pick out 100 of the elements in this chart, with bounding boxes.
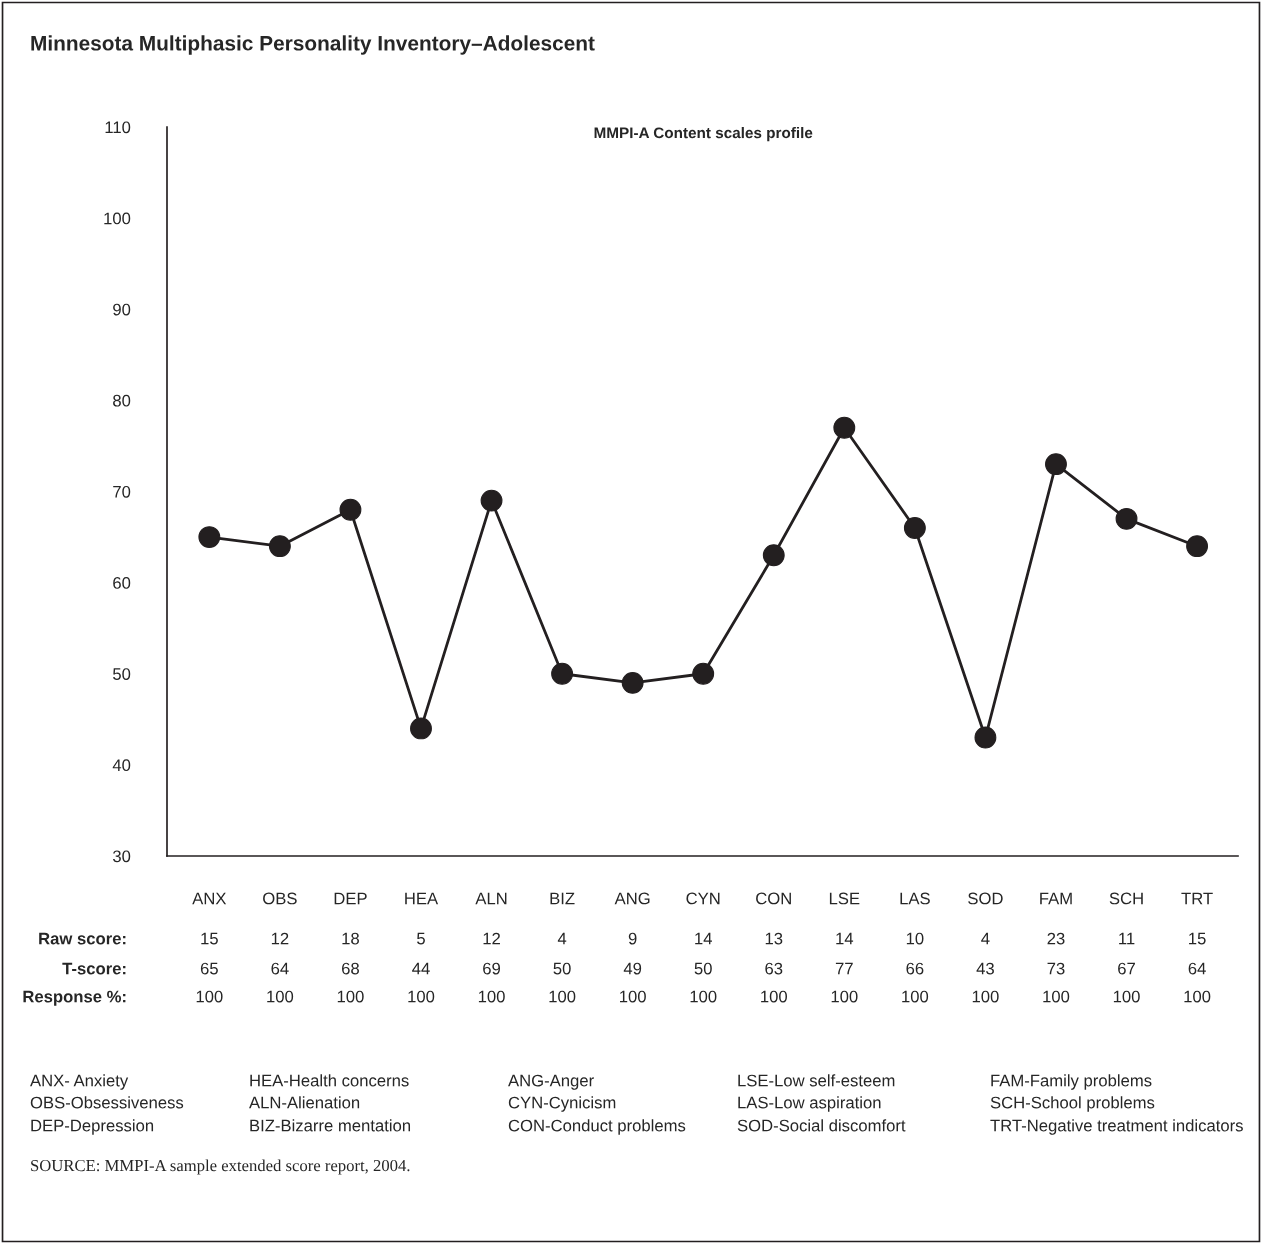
text: 100 [831, 990, 858, 1003]
y-tick-label: 60 [113, 577, 131, 589]
data-label: 64 [1188, 962, 1206, 975]
data-label: 65 [200, 962, 218, 975]
text: 4 [981, 932, 990, 945]
text: 11 [1119, 932, 1135, 945]
text: 12 [271, 932, 289, 945]
point [974, 726, 997, 749]
text: 13 [765, 932, 783, 945]
data-label: 63 [765, 962, 783, 975]
text: DEP-Depression [31, 1119, 154, 1135]
text: 100 [972, 990, 999, 1003]
text: OBS-Obsessiveness [30, 1096, 184, 1109]
source-note: SOURCE: MMPI-A sample extended score report, 2004. [31, 1159, 410, 1175]
text: Raw score: [39, 932, 126, 945]
x-tick-label: DEP [334, 892, 367, 905]
data-label: 64 [271, 962, 289, 975]
text: 100 [761, 990, 788, 1003]
x-tick-label: ANX [192, 892, 227, 905]
text: ANG-Anger [508, 1074, 594, 1090]
chart-title: Minnesota Multiphasic Personality Inventory–Adolescent [31, 35, 595, 55]
text: 100 [1113, 990, 1140, 1003]
x-tick-label: TRT [1181, 892, 1213, 905]
text: 100 [620, 990, 646, 1003]
data-label: 50 [694, 962, 712, 975]
data-label: 69 [483, 962, 501, 975]
text: 5 [417, 932, 425, 945]
text: Response %: [23, 990, 126, 1006]
text: 100 [690, 990, 717, 1003]
x-tick-label: BIZ [550, 892, 575, 905]
x-tick-label: LAS [900, 892, 930, 905]
x-tick-label: SOD [968, 892, 1003, 905]
x-tick-label: OBS [263, 892, 297, 905]
text: 100 [902, 990, 929, 1003]
data-label: 73 [1047, 962, 1065, 975]
y-tick-label: 50 [113, 668, 131, 680]
text: HEA-Health concerns [250, 1074, 409, 1087]
x-tick-label: CON [756, 892, 791, 905]
text: TRT-Negative treatment indicators [990, 1119, 1243, 1135]
x-tick-label: ALN [475, 892, 507, 905]
text: 100 [1184, 990, 1211, 1003]
text: 18 [342, 932, 359, 945]
point [1045, 453, 1067, 476]
data-label: 77 [835, 962, 853, 975]
point [833, 416, 856, 439]
x-tick-label: SCH [1109, 892, 1143, 905]
text: BIZ-Bizarre mentation [250, 1119, 411, 1132]
point [692, 662, 715, 685]
y-tick-label: 30 [112, 850, 131, 863]
data-label: 44 [412, 962, 430, 975]
point [621, 671, 644, 694]
chart-subtitle: MMPI-A Content scales profile [594, 127, 813, 142]
y-tick-label: 80 [113, 394, 131, 407]
text: 14 [836, 932, 854, 945]
x-tick-label: ANG [614, 892, 650, 905]
text: 100 [1043, 990, 1070, 1003]
text: SOD-Social discomfort [737, 1119, 906, 1132]
y-tick-label: 100 [104, 212, 131, 225]
data-label: 66 [906, 962, 924, 975]
point [410, 717, 432, 740]
text: 100 [267, 990, 294, 1003]
text: FAM-Family problems [991, 1074, 1152, 1090]
x-tick-label: FAM [1040, 892, 1072, 905]
text: 100 [478, 990, 505, 1003]
point [198, 526, 221, 548]
text: 100 [408, 990, 435, 1003]
text: 14 [695, 932, 712, 945]
text: ALN-Alienation [249, 1096, 360, 1109]
y-tick-label: 70 [113, 485, 131, 498]
point [762, 544, 785, 567]
text: T-score: [62, 962, 126, 975]
text: 4 [557, 932, 567, 945]
text: CYN-Cynicism [508, 1096, 616, 1112]
text: 15 [201, 932, 218, 945]
point [1186, 535, 1209, 558]
text: 100 [549, 990, 576, 1003]
text: LSE-Low self-esteem [738, 1074, 895, 1087]
point [268, 535, 291, 558]
point [339, 498, 362, 521]
text: 100 [196, 990, 223, 1003]
text: SCH-School problems [990, 1096, 1155, 1112]
text: 15 [1189, 932, 1206, 945]
x-tick-label: HEA [405, 892, 439, 905]
text: 100 [337, 990, 364, 1003]
x-tick-label: LSE [829, 892, 860, 905]
x-tick-label: CYN [686, 892, 720, 905]
text: ANX- Anxiety [30, 1074, 129, 1090]
data-label: 49 [623, 962, 642, 975]
data-label: 43 [976, 962, 994, 975]
point [903, 517, 926, 539]
data-label: 68 [342, 962, 359, 975]
text: CON-Conduct problems [508, 1119, 686, 1135]
text: 23 [1047, 932, 1065, 945]
data-label: 50 [553, 962, 571, 975]
point [480, 489, 503, 512]
text: LAS-Low aspiration [738, 1096, 881, 1112]
text: 10 [906, 932, 924, 945]
text: 9 [628, 932, 637, 945]
y-tick-label: 40 [112, 759, 131, 772]
point [1115, 507, 1138, 530]
